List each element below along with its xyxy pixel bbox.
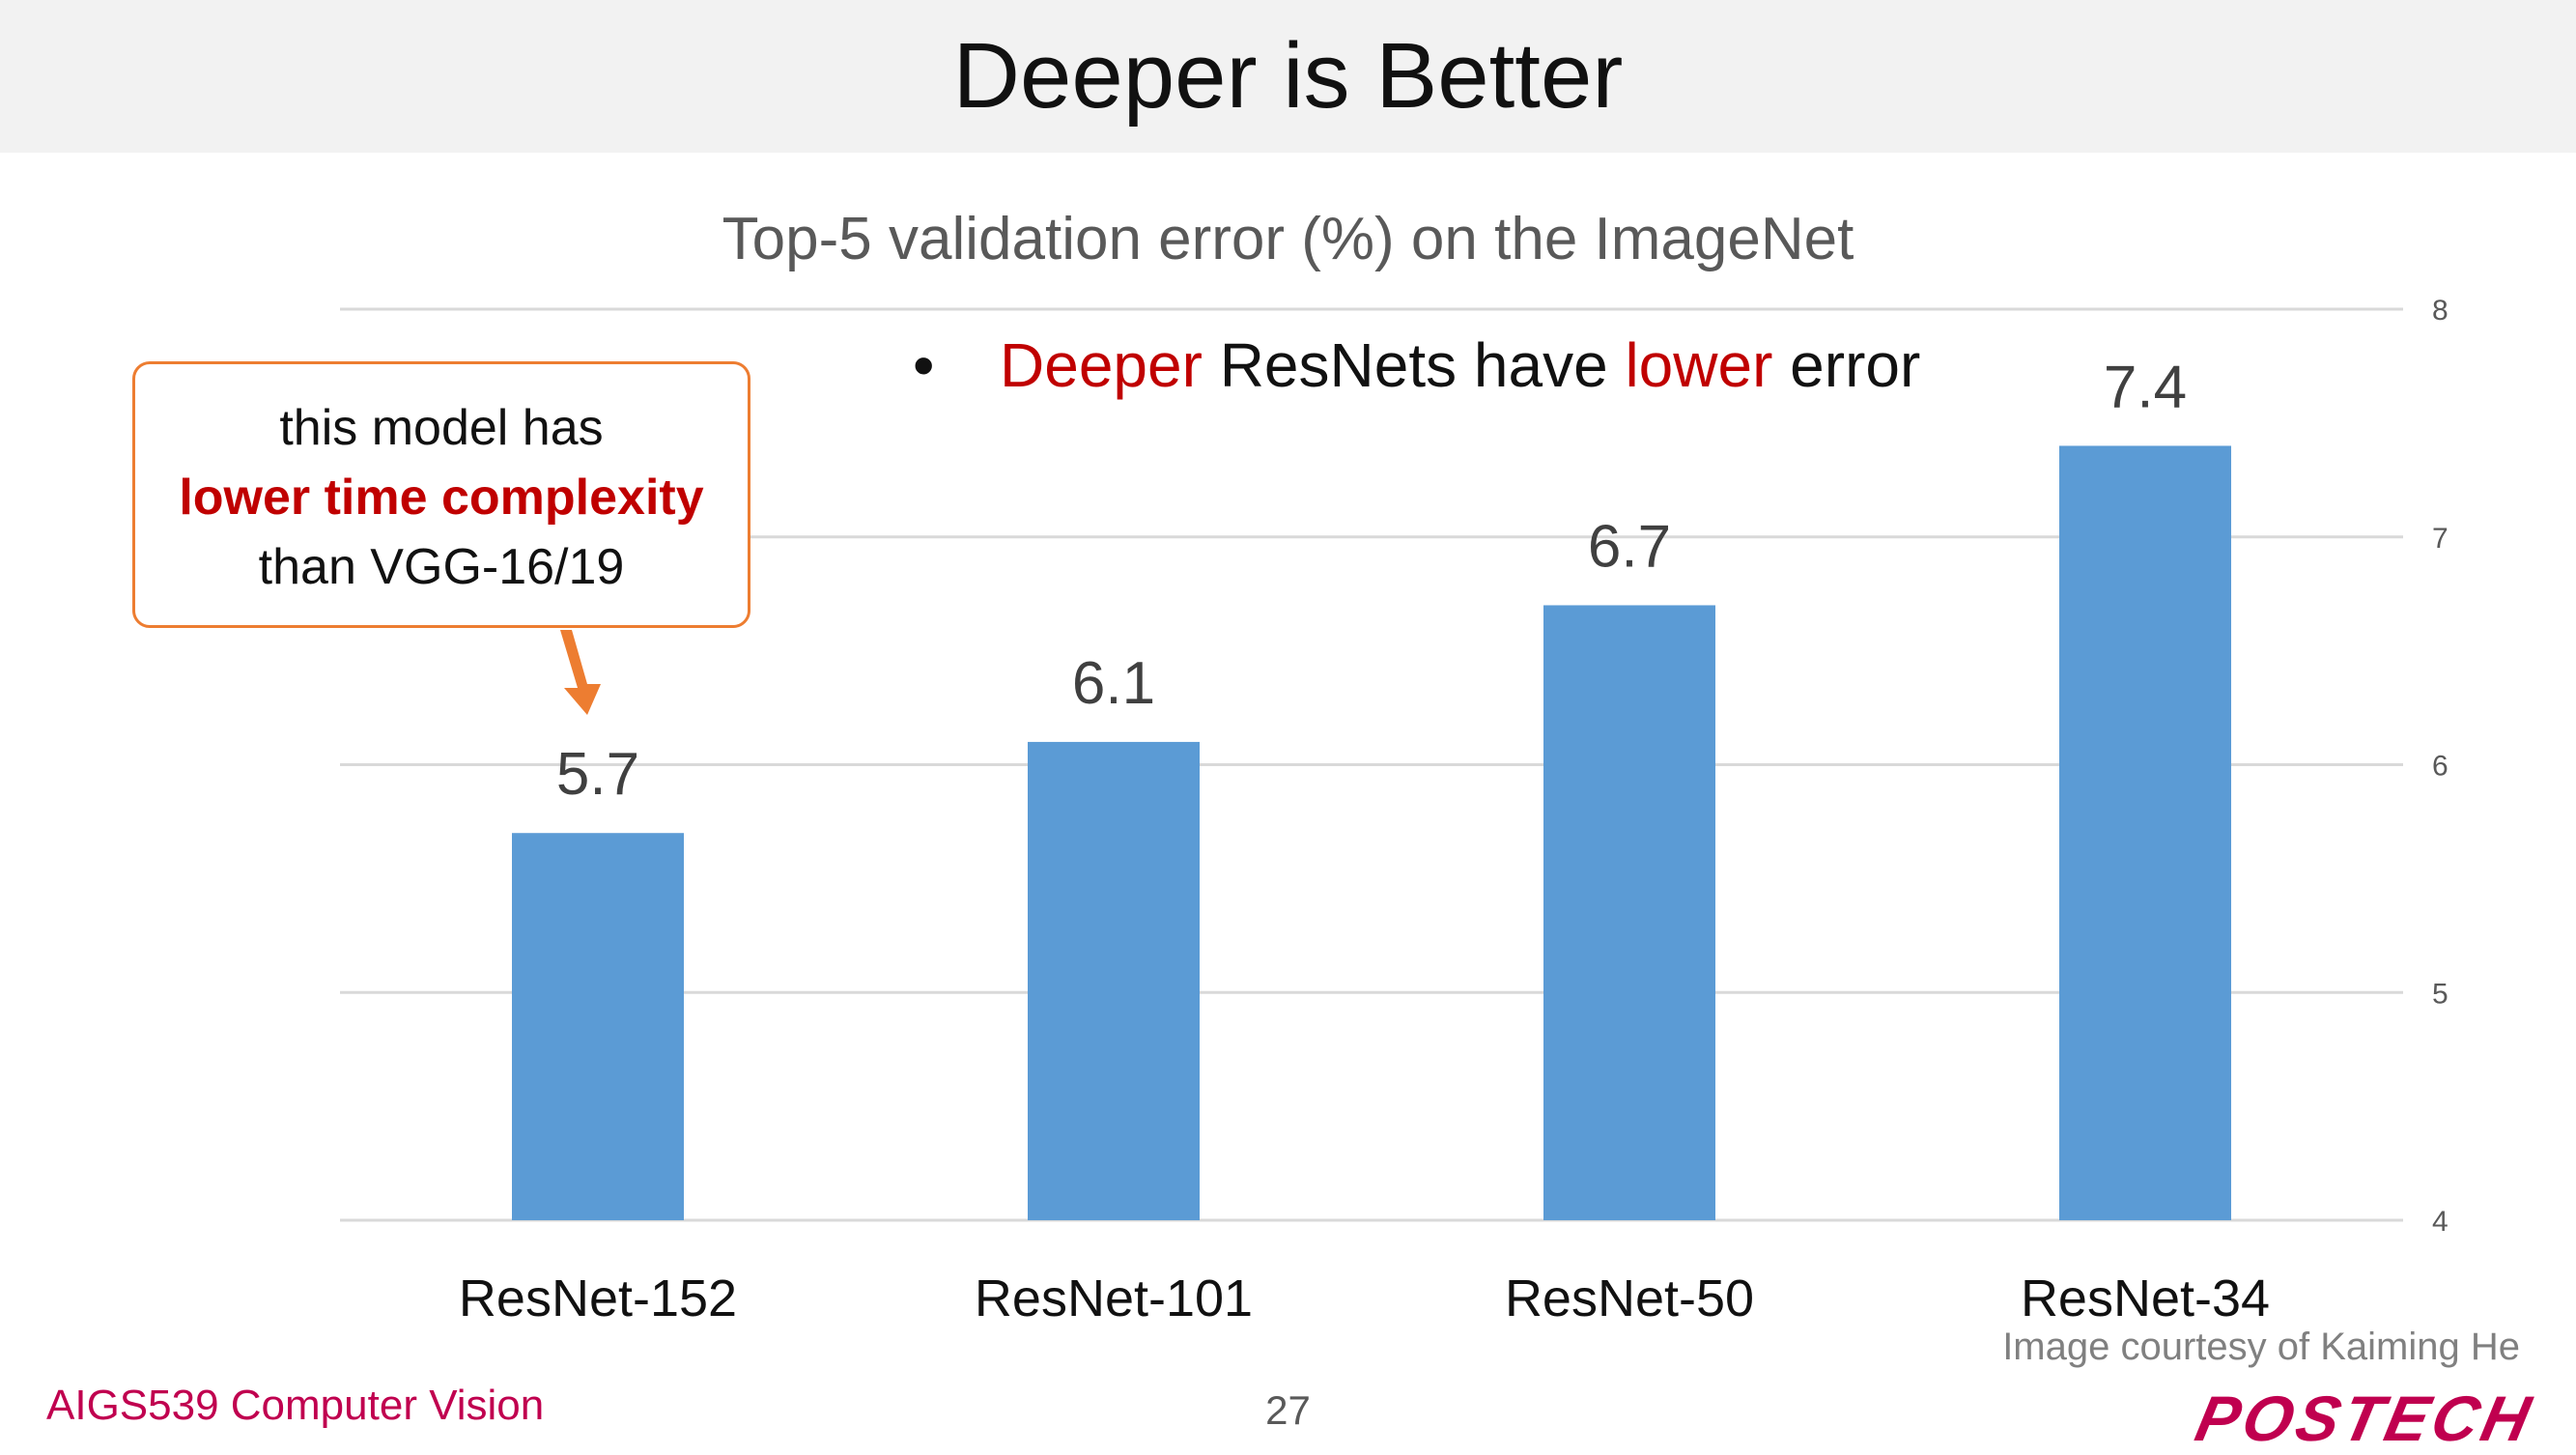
postech-logo: POSTECH	[2190, 1383, 2540, 1454]
y-tick-label: 4	[2432, 1206, 2449, 1238]
bar-resnet-50	[1543, 605, 1715, 1220]
course-name: AIGS539 Computer Vision	[46, 1382, 545, 1429]
y-tick-label: 7	[2432, 523, 2449, 555]
y-tick-label: 6	[2432, 751, 2449, 783]
bar-resnet-152	[512, 833, 684, 1220]
data-label: 6.7	[1588, 513, 1671, 580]
callout-line-2: lower time complexity	[179, 470, 704, 526]
data-label: 6.1	[1072, 650, 1155, 717]
category-label: ResNet-34	[2021, 1270, 2270, 1327]
callout-line-1: this model has	[279, 400, 604, 456]
bullet-word-lower: lower	[1625, 330, 1773, 400]
bullet-word-deeper: Deeper	[1000, 330, 1203, 400]
y-tick-label: 5	[2432, 978, 2449, 1010]
y-tick-label: 8	[2432, 295, 2449, 327]
data-label: 7.4	[2104, 354, 2187, 420]
title-bar	[0, 0, 2576, 153]
image-credit: Image courtesy of Kaiming He	[2002, 1326, 2520, 1368]
bullet-icon: •	[913, 330, 935, 400]
callout-line-3: than VGG-16/19	[258, 539, 625, 595]
data-label: 5.7	[556, 741, 639, 808]
bar-resnet-101	[1028, 741, 1200, 1220]
category-label: ResNet-101	[975, 1270, 1253, 1327]
bar-resnet-34	[2059, 445, 2231, 1220]
chart-title: Top-5 validation error (%) on the ImageN…	[722, 206, 1854, 272]
page-number: 27	[1265, 1387, 1311, 1433]
bullet-point: • Deeper ResNets have lower error	[913, 327, 1920, 404]
bullet-text-end: error	[1772, 330, 1921, 400]
callout-box: this model has lower time complexity tha…	[132, 361, 750, 628]
callout-arrow-icon	[560, 630, 601, 715]
category-label: ResNet-50	[1505, 1270, 1754, 1327]
slide-title: Deeper is Better	[952, 24, 1624, 128]
category-label: ResNet-152	[459, 1270, 737, 1327]
bullet-text-middle: ResNets have	[1202, 330, 1626, 400]
